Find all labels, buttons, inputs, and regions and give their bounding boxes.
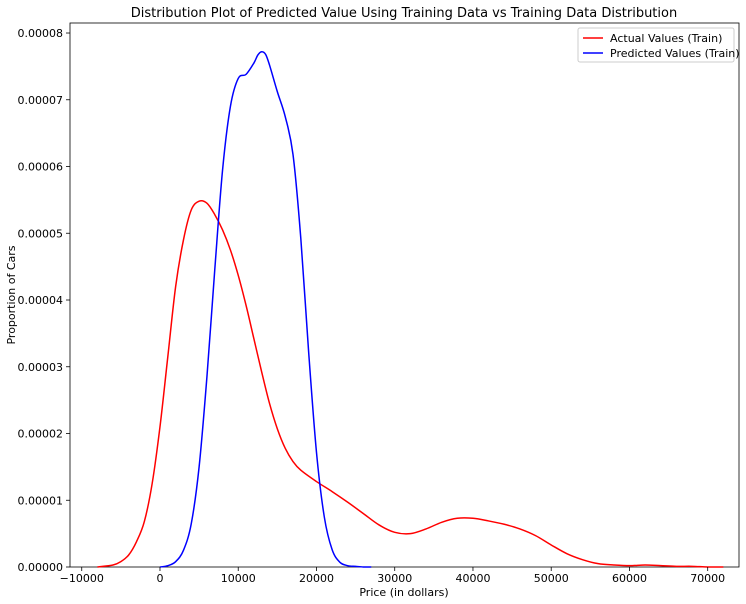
x-tick-label: 0	[156, 572, 163, 585]
x-axis: −10000 0 10000 20000 30000 40000 50000 60000 700…	[60, 567, 725, 585]
y-tick-label: 0.00001	[18, 494, 64, 507]
x-axis-label: Price (in dollars)	[359, 586, 448, 599]
chart-title: Distribution Plot of Predicted Value Usi…	[131, 6, 677, 21]
y-tick-label: 0.00008	[18, 27, 64, 40]
x-tick-label: 50000	[534, 572, 569, 585]
y-tick-label: 0.00003	[18, 361, 64, 374]
plot-area	[69, 22, 740, 568]
y-axis-label: Proportion of Cars	[5, 245, 18, 344]
y-tick-label: 0.00005	[18, 227, 64, 240]
y-tick-label: 0.00006	[18, 161, 64, 174]
y-tick-label: 0.00007	[18, 94, 64, 107]
y-tick-label: 0.00000	[18, 561, 64, 574]
series-line-predicted	[159, 50, 372, 568]
x-tick-label: 70000	[690, 572, 725, 585]
x-tick-label: 60000	[612, 572, 647, 585]
x-tick-label: 10000	[221, 572, 256, 585]
x-tick-label: 30000	[377, 572, 412, 585]
legend: Actual Values (Train) Predicted Values (T…	[577, 27, 740, 63]
legend-label: Actual Values (Train)	[610, 32, 722, 45]
x-tick-label: 40000	[455, 572, 490, 585]
plot-frame	[69, 22, 740, 568]
legend-label: Predicted Values (Train)	[610, 47, 740, 60]
series-line-actual	[97, 200, 724, 568]
legend-box	[577, 27, 735, 63]
y-tick-label: 0.00004	[18, 294, 64, 307]
y-tick-label: 0.00002	[18, 428, 64, 441]
x-tick-label: 20000	[299, 572, 334, 585]
y-axis: 0.00000 0.00001 0.00002 0.00003 0.00004 0.000…	[18, 27, 70, 574]
x-tick-label: −10000	[60, 572, 104, 585]
